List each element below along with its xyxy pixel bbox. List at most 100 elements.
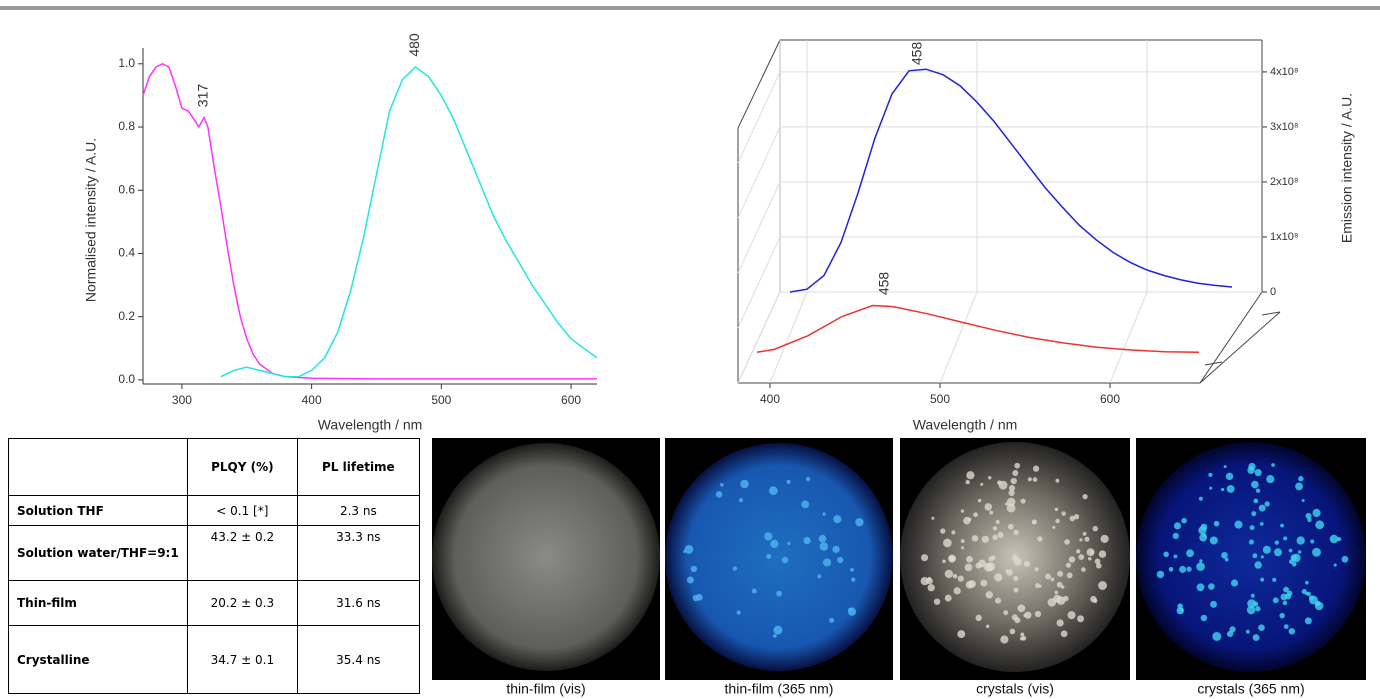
speck (1056, 581, 1063, 588)
speck (957, 630, 966, 639)
speck (1260, 555, 1264, 559)
speck (773, 633, 777, 638)
speck (1283, 624, 1289, 629)
speck (952, 573, 958, 579)
speck (1282, 600, 1288, 606)
grid-line (737, 236, 781, 329)
speck (1156, 570, 1165, 579)
speck (1341, 555, 1349, 563)
speck (927, 576, 932, 581)
speck (1061, 585, 1065, 589)
speck (1005, 569, 1010, 573)
speck (1280, 593, 1288, 601)
speck (1090, 550, 1094, 555)
speck (1082, 493, 1088, 500)
speck (692, 594, 700, 602)
speck (1084, 536, 1090, 542)
speck (975, 614, 982, 622)
speck (988, 556, 994, 562)
speck (715, 491, 723, 498)
x-tick-label: 600 (561, 393, 581, 407)
cell: 35.4 ns (296, 625, 421, 694)
x-tick-label: 600 (1100, 392, 1120, 406)
y-tick-label: 1x10⁸ (1270, 231, 1299, 243)
row-label: Thin-film (8, 580, 188, 626)
speck (1288, 548, 1293, 553)
speck (992, 534, 998, 541)
3d-frame (737, 39, 1281, 384)
speck (1224, 557, 1229, 562)
speck (1198, 526, 1207, 535)
speck (683, 549, 687, 553)
y-axis-label: Normalised intensity / A.U. (83, 138, 99, 302)
speck (736, 610, 741, 615)
speck (1168, 566, 1174, 572)
speck (1255, 488, 1261, 493)
speck (817, 574, 822, 579)
speck (1225, 472, 1234, 481)
speck (1173, 554, 1178, 559)
speck (995, 597, 1002, 604)
speck (829, 617, 835, 623)
speck (1023, 613, 1027, 618)
speck (1079, 538, 1083, 542)
speck (1081, 567, 1086, 572)
speck (1273, 548, 1282, 557)
speck (1082, 531, 1087, 536)
y-tick-label: 4x10⁸ (1270, 66, 1299, 78)
speck (953, 587, 961, 595)
grid-line (737, 181, 781, 274)
speck (1073, 514, 1080, 520)
speck (1295, 482, 1303, 491)
speck (1061, 511, 1066, 516)
speck (1020, 632, 1025, 637)
speck (940, 528, 946, 534)
cell: < 0.1 [*] (187, 495, 298, 526)
cell: 20.2 ± 0.3 (187, 580, 298, 626)
speck (1251, 480, 1259, 489)
speck (920, 576, 929, 586)
speck (951, 530, 956, 535)
speck (944, 594, 952, 602)
data-line (220, 66, 598, 378)
speck (1226, 485, 1235, 493)
cell: 43.2 ± 0.2 (187, 525, 298, 581)
x-tick-label: 500 (431, 393, 451, 407)
speck (770, 539, 779, 549)
speck (1223, 465, 1227, 469)
speck (1312, 547, 1321, 557)
speck (1027, 477, 1032, 482)
cell: 2.3 ns (296, 495, 421, 526)
column-header: PLQY (%) (187, 438, 298, 496)
speck (943, 538, 952, 548)
speck (847, 607, 857, 616)
speck (773, 625, 783, 635)
speck (1229, 626, 1236, 633)
speck (832, 545, 840, 554)
speck (1255, 606, 1261, 612)
peak-annotation: 458 (908, 42, 924, 66)
speck (803, 536, 811, 545)
speck (1297, 550, 1302, 554)
speck (1336, 536, 1342, 542)
speck (1092, 525, 1098, 532)
speck (1017, 604, 1026, 613)
speck (966, 471, 975, 480)
speck (751, 588, 757, 594)
speck (1075, 549, 1081, 554)
properties-table: PLQY (%) PL lifetime Solution THF < 0.1 [… (8, 438, 421, 694)
speck (921, 554, 929, 562)
speck (1013, 575, 1019, 581)
speck (1252, 601, 1259, 607)
speck (965, 580, 974, 589)
speck (1186, 566, 1192, 572)
grid-line (737, 291, 781, 384)
peak-annotation: 317 (195, 84, 211, 108)
speck (1248, 462, 1256, 471)
speck (1312, 508, 1321, 518)
speck (957, 575, 964, 582)
speck (1023, 560, 1031, 567)
speck (998, 480, 1008, 490)
speck (1014, 462, 1021, 469)
